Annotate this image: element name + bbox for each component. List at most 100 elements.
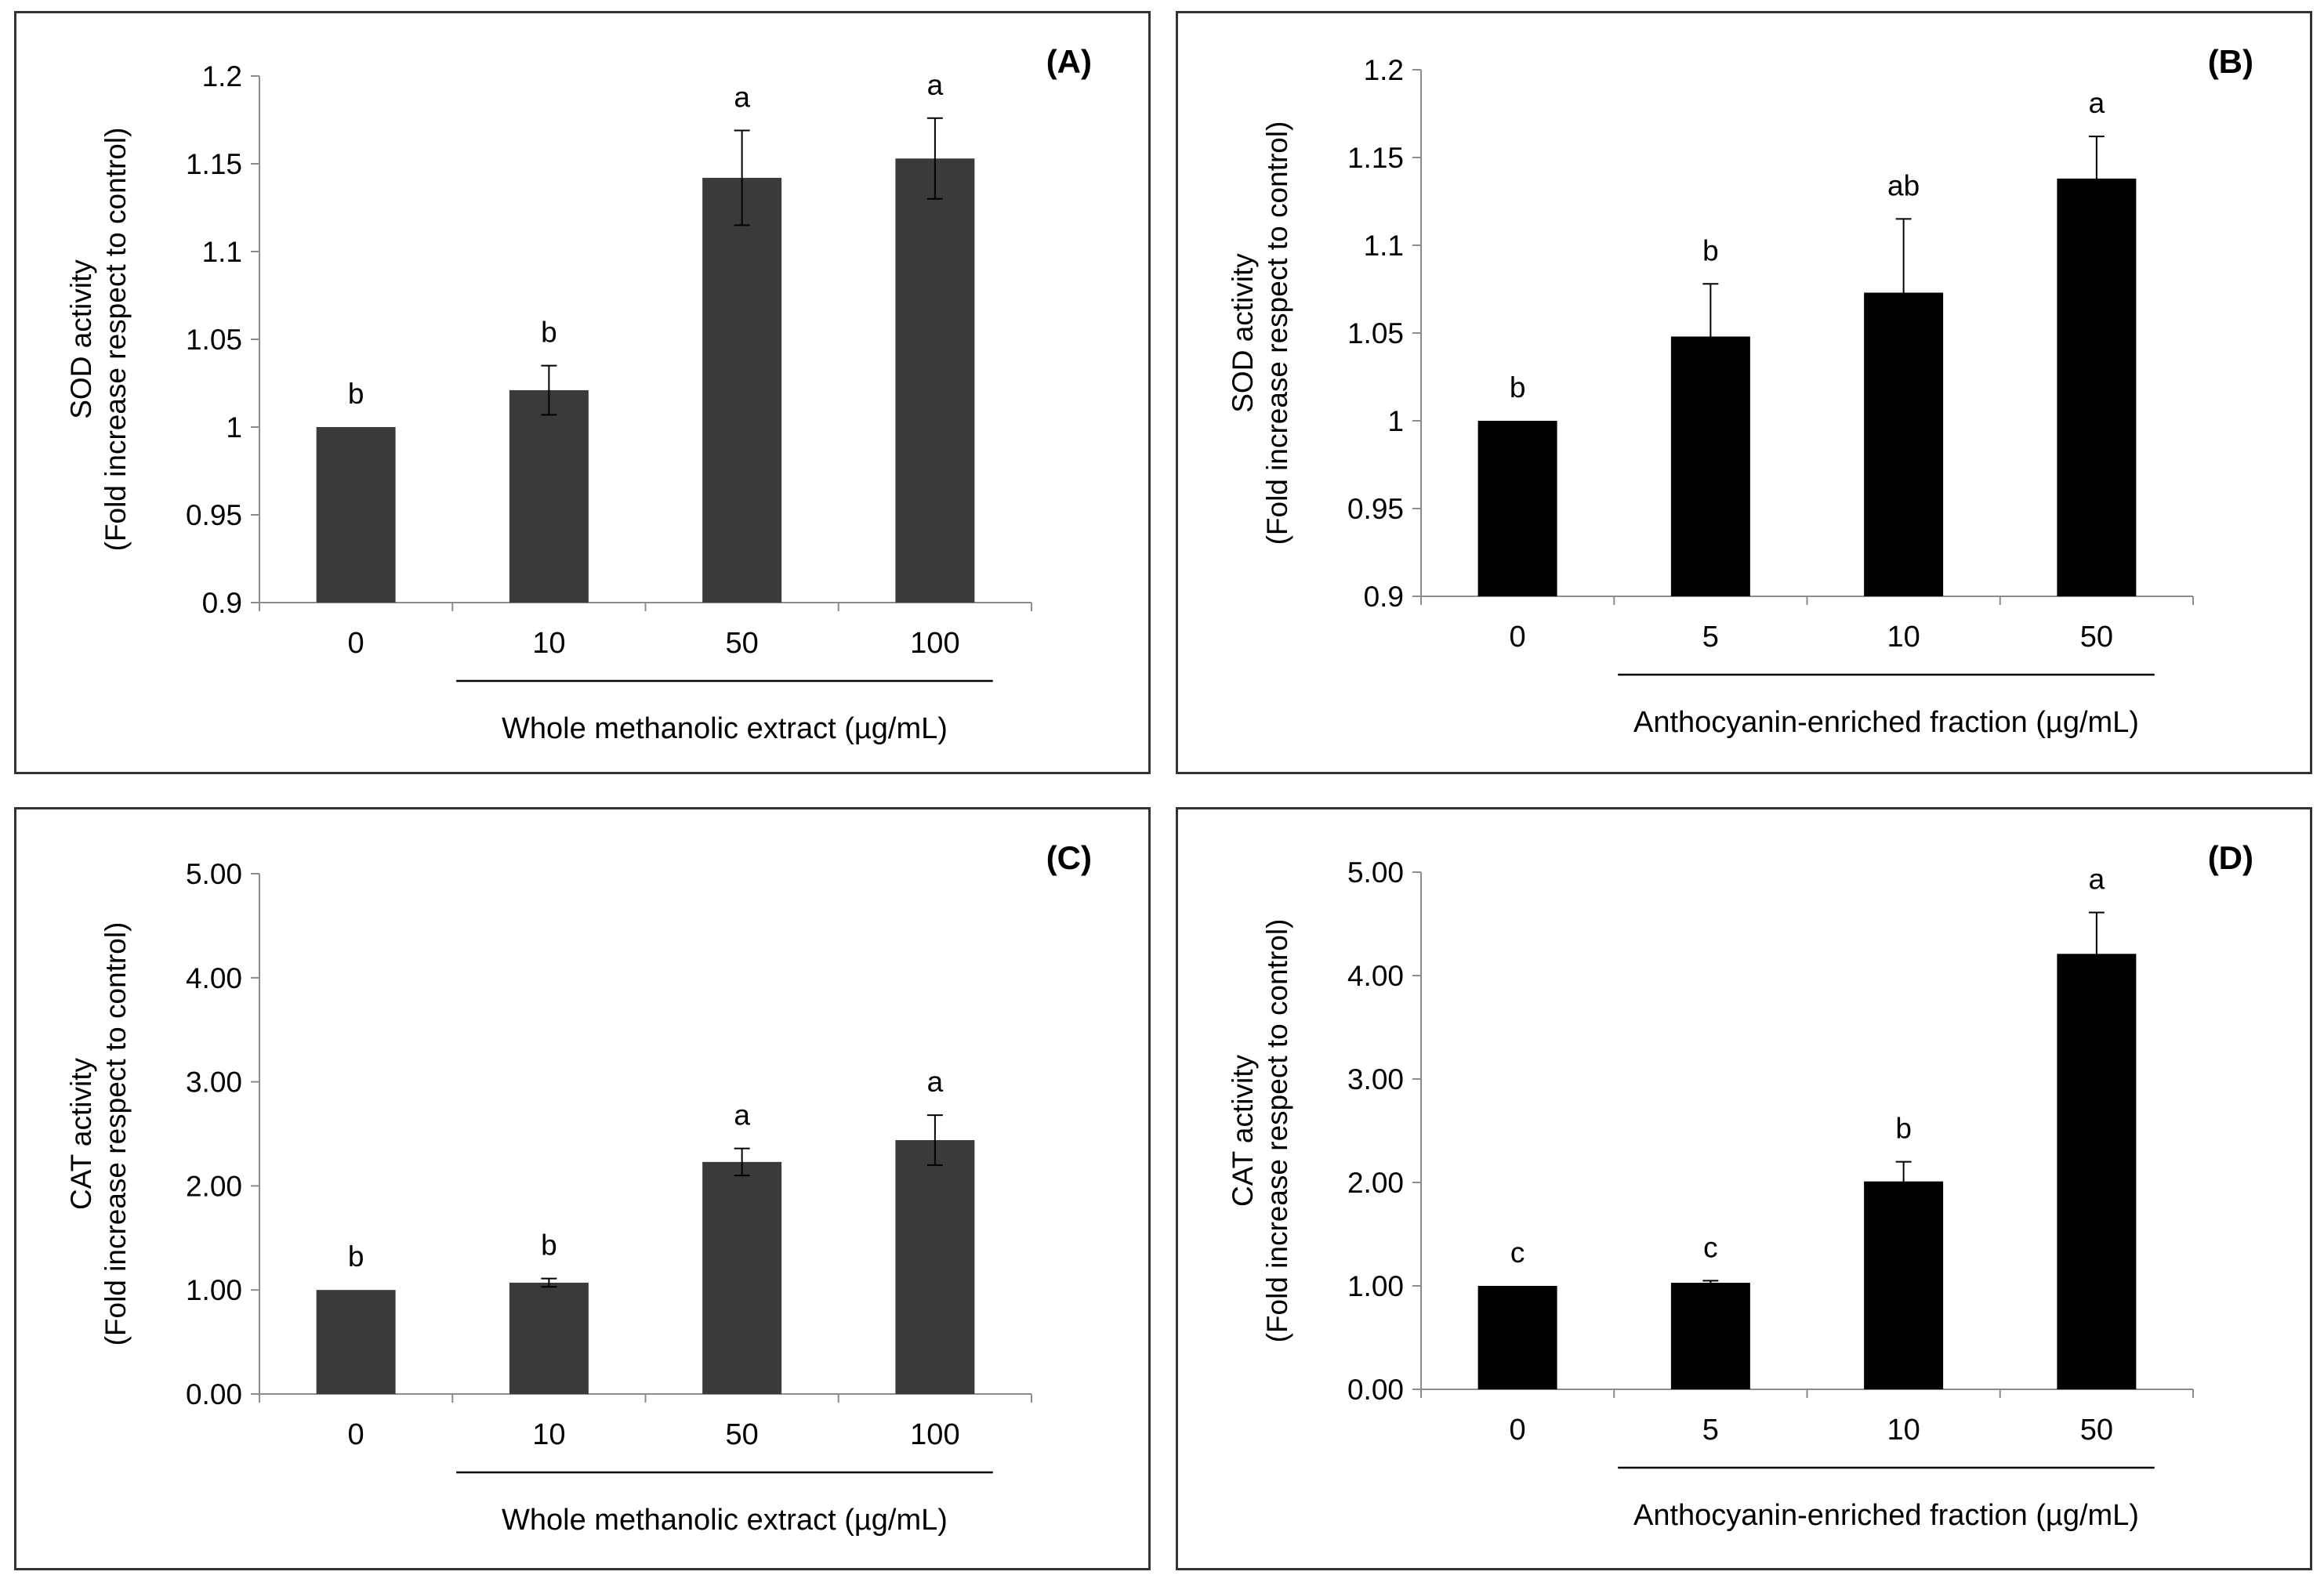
significance-letter: a xyxy=(734,81,750,113)
bar xyxy=(1477,421,1557,596)
chart-c-svg: 0.00 1.00 2.00 3.00 4.00 5.00 b 0 b 10 a 50 a 100 Whol… xyxy=(65,839,1092,1537)
significance-letter: a xyxy=(927,69,944,101)
y-tick-label: 1.15 xyxy=(186,148,242,180)
y-tick-label: 2.00 xyxy=(186,1170,242,1202)
bar xyxy=(2057,954,2137,1389)
y-tick-label: 0.00 xyxy=(186,1378,242,1410)
y-tick-label: 1 xyxy=(1387,405,1404,437)
x-tick-label: 50 xyxy=(725,627,758,660)
y-axis-title-line: SOD activity xyxy=(65,259,97,419)
y-tick-label: 1.00 xyxy=(186,1274,242,1306)
y-axis-title-line: (Fold increase respect to control) xyxy=(1261,121,1293,545)
bar xyxy=(316,427,396,603)
bar xyxy=(1477,1286,1557,1389)
significance-letter: c xyxy=(1703,1231,1718,1263)
bar xyxy=(316,1290,396,1394)
x-tick-label: 0 xyxy=(348,627,364,660)
y-tick-label: 3.00 xyxy=(1347,1063,1404,1095)
significance-letter: a xyxy=(2089,87,2105,119)
chart-panel-c: 0.00 1.00 2.00 3.00 4.00 5.00 b 0 b 10 a 50 a 100 Whol… xyxy=(14,807,1151,1570)
panel-label: (B) xyxy=(2208,43,2253,80)
y-axis-title-line: (Fold increase respect to control) xyxy=(100,922,132,1346)
x-tick-label: 0 xyxy=(1510,621,1526,654)
y-tick-label: 1 xyxy=(226,411,242,444)
y-tick-label: 1.05 xyxy=(1347,317,1404,349)
significance-letter: b xyxy=(541,317,557,349)
y-tick-label: 3.00 xyxy=(186,1066,242,1099)
y-axis-title-line: SOD activity xyxy=(1227,253,1259,413)
chart-panel-b: 0.9 0.95 1 1.05 1.1 1.15 1.2 b 0 b 5 ab 10 a 50 Anthocy… xyxy=(1176,11,2312,774)
x-axis-title: Anthocyanin-enriched fraction (µg/mL) xyxy=(1633,1499,2139,1532)
y-tick-label: 4.00 xyxy=(186,962,242,994)
y-axis-title-line: (Fold increase respect to control) xyxy=(1261,919,1293,1343)
y-tick-label: 2.00 xyxy=(1347,1167,1404,1199)
y-tick-label: 1.15 xyxy=(1347,142,1404,174)
panel-label: (A) xyxy=(1046,43,1092,80)
significance-letter: b xyxy=(348,378,364,410)
y-tick-label: 0.9 xyxy=(1364,581,1404,613)
x-axis-title: Whole methanolic extract (µg/mL) xyxy=(502,1504,948,1537)
bar xyxy=(1670,1283,1750,1389)
panel-label: (C) xyxy=(1046,839,1092,876)
y-axis-title: SOD activity(Fold increase respect to co… xyxy=(1227,121,1293,545)
y-axis-title-line: CAT activity xyxy=(65,1058,97,1210)
y-tick-label: 1.05 xyxy=(186,324,242,356)
x-tick-label: 100 xyxy=(910,1418,959,1451)
chart-b-svg: 0.9 0.95 1 1.05 1.1 1.15 1.2 b 0 b 5 ab 10 a 50 Anthocy… xyxy=(1227,43,2253,739)
significance-letter: c xyxy=(1510,1237,1525,1269)
significance-letter: b xyxy=(348,1240,364,1273)
chart-a-svg: 0.9 0.95 1 1.05 1.1 1.15 1.2 b 0 b 10 a 50 a 100 Whole … xyxy=(65,43,1092,745)
bar xyxy=(509,389,589,603)
x-tick-label: 10 xyxy=(1887,621,1920,654)
x-axis-title: Whole methanolic extract (µg/mL) xyxy=(502,712,948,745)
y-tick-label: 0.95 xyxy=(1347,493,1404,525)
x-tick-label: 10 xyxy=(532,627,565,660)
bar xyxy=(2057,178,2137,596)
chart-panel-d: 0.00 1.00 2.00 3.00 4.00 5.00 c 0 c 5 b 10 a 50 Anthoc… xyxy=(1176,807,2312,1570)
significance-letter: a xyxy=(734,1099,750,1132)
panel-label: (D) xyxy=(2208,839,2253,876)
y-tick-label: 1.00 xyxy=(1347,1270,1404,1302)
bar xyxy=(702,1161,782,1394)
y-axis-title-line: CAT activity xyxy=(1227,1055,1259,1207)
y-tick-label: 1.2 xyxy=(202,60,242,92)
chart-panel-a: 0.9 0.95 1 1.05 1.1 1.15 1.2 b 0 b 10 a 50 a 100 Whole … xyxy=(14,11,1151,774)
y-tick-label: 1.1 xyxy=(1364,230,1404,262)
chart-d-svg: 0.00 1.00 2.00 3.00 4.00 5.00 c 0 c 5 b 10 a 50 Anthoc… xyxy=(1227,839,2253,1532)
bar xyxy=(702,177,782,603)
x-tick-label: 100 xyxy=(910,627,959,660)
x-tick-label: 10 xyxy=(532,1418,565,1451)
y-tick-label: 0.9 xyxy=(202,587,242,619)
y-tick-label: 1.1 xyxy=(202,236,242,268)
significance-letter: b xyxy=(1895,1113,1912,1145)
x-tick-label: 0 xyxy=(348,1418,364,1451)
bar xyxy=(509,1282,589,1394)
y-tick-label: 0.95 xyxy=(186,499,242,531)
y-tick-label: 5.00 xyxy=(186,858,242,890)
bar xyxy=(895,158,975,603)
significance-letter: ab xyxy=(1887,169,1920,201)
bar xyxy=(895,1139,975,1394)
x-axis-title: Anthocyanin-enriched fraction (µg/mL) xyxy=(1633,706,2139,739)
x-tick-label: 50 xyxy=(2080,1414,2113,1447)
significance-letter: a xyxy=(2089,863,2105,895)
significance-letter: a xyxy=(927,1066,944,1098)
x-tick-label: 0 xyxy=(1510,1414,1526,1447)
significance-letter: b xyxy=(541,1229,557,1262)
x-tick-label: 10 xyxy=(1887,1414,1920,1447)
x-tick-label: 50 xyxy=(725,1418,758,1451)
significance-letter: b xyxy=(1702,234,1719,266)
y-axis-title: SOD activity(Fold increase respect to co… xyxy=(65,128,132,552)
y-axis-title: CAT activity(Fold increase respect to co… xyxy=(65,922,132,1346)
y-tick-label: 5.00 xyxy=(1347,856,1404,889)
significance-letter: b xyxy=(1510,371,1526,404)
y-tick-label: 0.00 xyxy=(1347,1374,1404,1406)
y-axis-title-line: (Fold increase respect to control) xyxy=(100,128,132,552)
y-axis-title: CAT activity(Fold increase respect to co… xyxy=(1227,919,1293,1343)
x-tick-label: 5 xyxy=(1702,1414,1719,1447)
x-tick-label: 50 xyxy=(2080,621,2113,654)
y-tick-label: 1.2 xyxy=(1364,54,1404,86)
x-tick-label: 5 xyxy=(1702,621,1719,654)
bar xyxy=(1864,1181,1944,1389)
y-tick-label: 4.00 xyxy=(1347,960,1404,992)
